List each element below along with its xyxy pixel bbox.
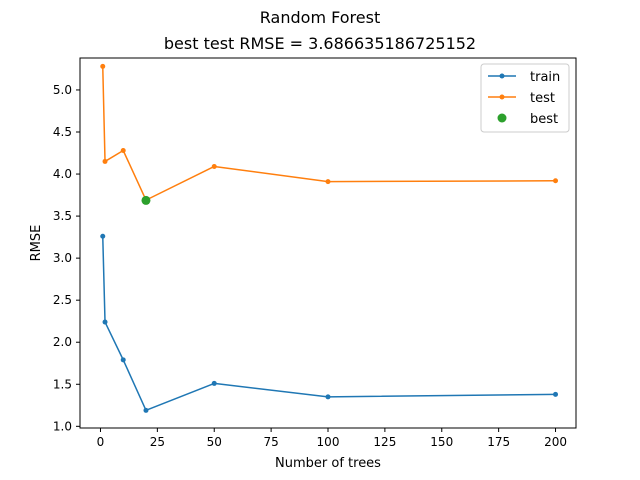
- x-tick-label: 75: [263, 435, 278, 449]
- x-tick-label: 150: [430, 435, 453, 449]
- x-tick-label: 175: [487, 435, 510, 449]
- y-tick-label: 5.0: [53, 83, 72, 97]
- series-best: [141, 195, 151, 205]
- series-line-train: [102, 236, 556, 412]
- y-tick-label: 1.0: [53, 419, 72, 433]
- legend-marker-train: [499, 73, 505, 79]
- data-point-test: [553, 178, 559, 184]
- y-tick-label: 4.0: [53, 167, 72, 181]
- legend-item-best: best: [497, 112, 558, 127]
- data-point-test: [211, 163, 217, 169]
- x-tick-label: 100: [317, 435, 340, 449]
- y-axis-label: RMSE: [29, 225, 44, 262]
- legend-marker-best: [497, 113, 507, 123]
- data-point-train: [102, 319, 108, 325]
- data-point-train: [325, 394, 331, 400]
- chart-subtitle: best test RMSE = 3.686635186725152: [164, 34, 476, 53]
- x-tick-label: 25: [150, 435, 165, 449]
- legend-label-train: train: [530, 70, 560, 85]
- x-tick-label: 200: [544, 435, 567, 449]
- y-tick-label: 3.0: [53, 251, 72, 265]
- legend: train test best: [480, 63, 570, 133]
- y-tick-label: 1.5: [53, 377, 72, 391]
- legend-item-train: train: [488, 70, 560, 85]
- series-train: [100, 233, 559, 413]
- y-tick-label: 2.0: [53, 335, 72, 349]
- x-tick-label: 50: [207, 435, 222, 449]
- data-point-train: [120, 357, 126, 363]
- y-tick-label: 3.5: [53, 209, 72, 223]
- legend-marker-test: [499, 94, 505, 100]
- data-point-test: [325, 179, 331, 185]
- data-point-test: [120, 148, 126, 153]
- data-point-test: [102, 158, 108, 164]
- x-tick-label: 125: [373, 435, 396, 449]
- y-axis: 1.0 1.5 2.0 2.5 3.0 3.5 4.0 4.5 5.0: [53, 83, 80, 433]
- data-point-train: [143, 407, 149, 413]
- y-tick-label: 2.5: [53, 293, 72, 307]
- legend-label-test: test: [530, 91, 555, 106]
- x-axis: 0 25 50 75 100 125 150 175 200: [97, 428, 567, 449]
- data-point-test: [100, 63, 106, 69]
- x-tick-label: 0: [97, 435, 105, 449]
- y-tick-label: 4.5: [53, 125, 72, 139]
- legend-item-test: test: [488, 91, 555, 106]
- data-point-train: [211, 380, 217, 386]
- chart-title: Random Forest: [260, 8, 380, 27]
- data-point-best: [141, 195, 151, 205]
- data-point-train: [100, 233, 106, 239]
- legend-label-best: best: [530, 112, 558, 127]
- data-point-train: [553, 391, 559, 397]
- x-axis-label: Number of trees: [275, 456, 381, 471]
- series-layer: [100, 63, 559, 413]
